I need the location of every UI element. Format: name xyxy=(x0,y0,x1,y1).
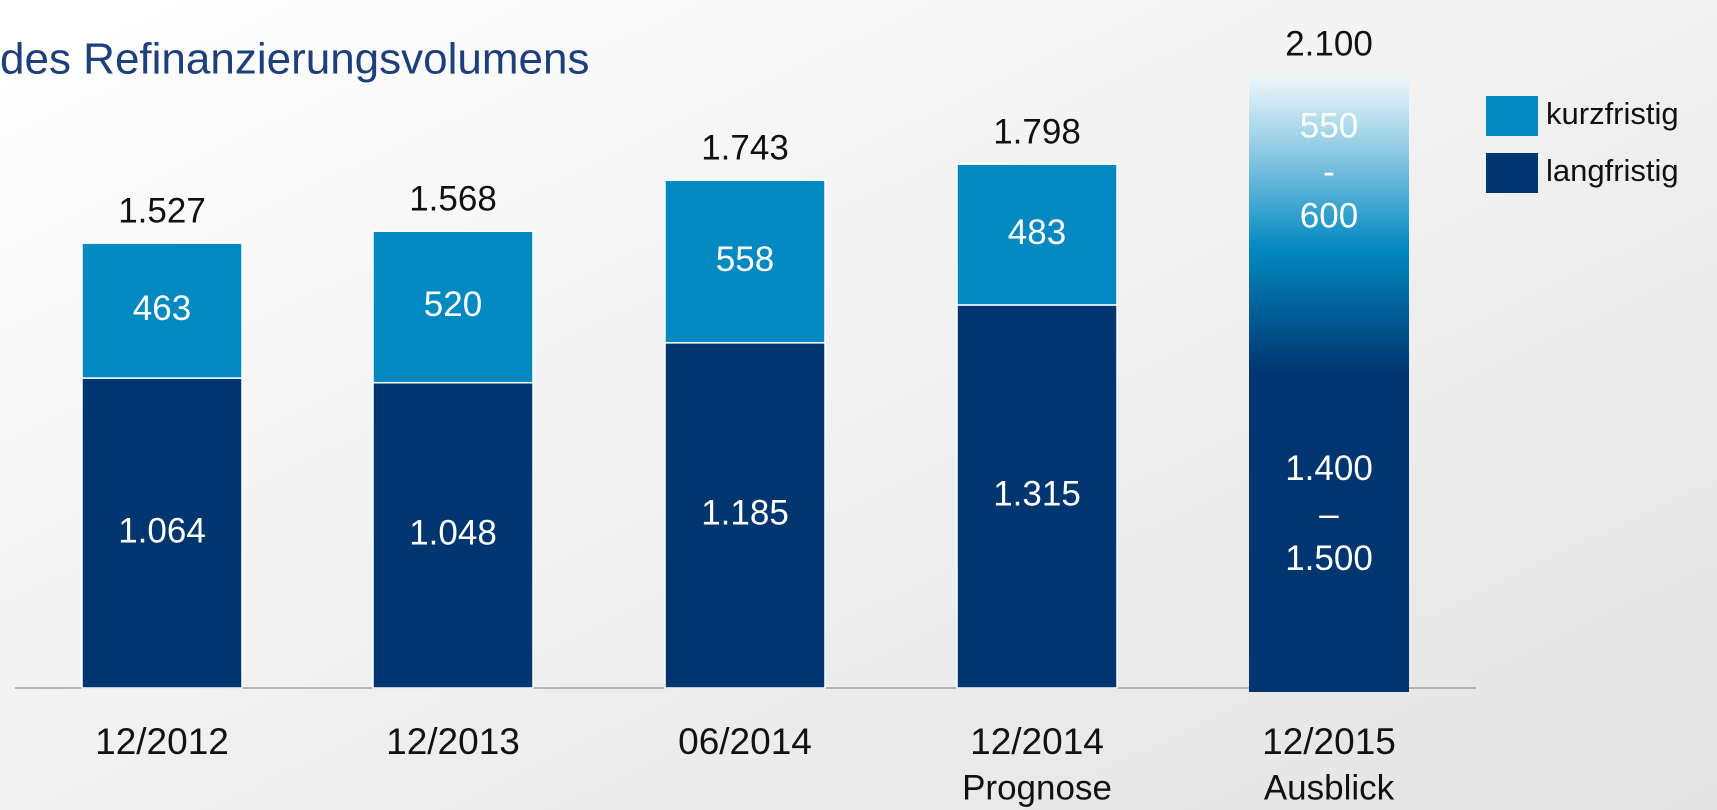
range-high: 1.500 xyxy=(1285,539,1373,578)
legend-swatch xyxy=(1486,153,1538,193)
range-high: 600 xyxy=(1300,196,1358,235)
bar-outlook xyxy=(1249,76,1409,693)
range-low: 1.400 xyxy=(1285,449,1373,488)
bar-segment xyxy=(956,304,1118,689)
range-low: 550 xyxy=(1300,106,1358,145)
x-tick-label: 12/2012 xyxy=(95,721,229,762)
x-tick-label: 06/2014 xyxy=(678,721,812,762)
bar-segment xyxy=(956,163,1118,306)
value-label: 558 xyxy=(716,240,774,279)
total-label: 1.743 xyxy=(701,129,789,168)
bar-segment xyxy=(664,342,826,689)
legend-label: kurzfristig xyxy=(1546,96,1679,131)
x-tick-sublabel: Prognose xyxy=(962,768,1112,807)
value-label: 483 xyxy=(1008,213,1066,252)
x-tick-sublabel: Ausblick xyxy=(1264,768,1395,807)
legend-label: langfristig xyxy=(1546,153,1679,188)
bar-segment xyxy=(81,242,243,379)
x-tick-label: 12/2014 xyxy=(970,721,1104,762)
bar-segment xyxy=(372,381,534,689)
value-label: 1.185 xyxy=(701,494,789,533)
value-label: 1.315 xyxy=(993,475,1081,514)
total-label: 1.798 xyxy=(993,112,1081,151)
chart-title: des Refinanzierungsvolumens xyxy=(0,35,589,84)
legend-swatch xyxy=(1486,96,1538,136)
value-label: 1.048 xyxy=(409,514,497,553)
x-tick-label: 12/2013 xyxy=(386,721,520,762)
value-label: 463 xyxy=(133,289,191,328)
total-label: 1.568 xyxy=(409,179,497,218)
value-label: 1.064 xyxy=(118,511,206,550)
value-label: 520 xyxy=(424,285,482,324)
x-tick-label: 12/2015 xyxy=(1262,721,1396,762)
bar-segment xyxy=(81,377,243,689)
bar-segment xyxy=(372,230,534,384)
bar-segment xyxy=(664,179,826,344)
total-label: 2.100 xyxy=(1285,25,1373,64)
range-separator: - xyxy=(1323,152,1335,191)
total-label: 1.527 xyxy=(118,191,206,230)
range-separator: – xyxy=(1319,495,1339,534)
